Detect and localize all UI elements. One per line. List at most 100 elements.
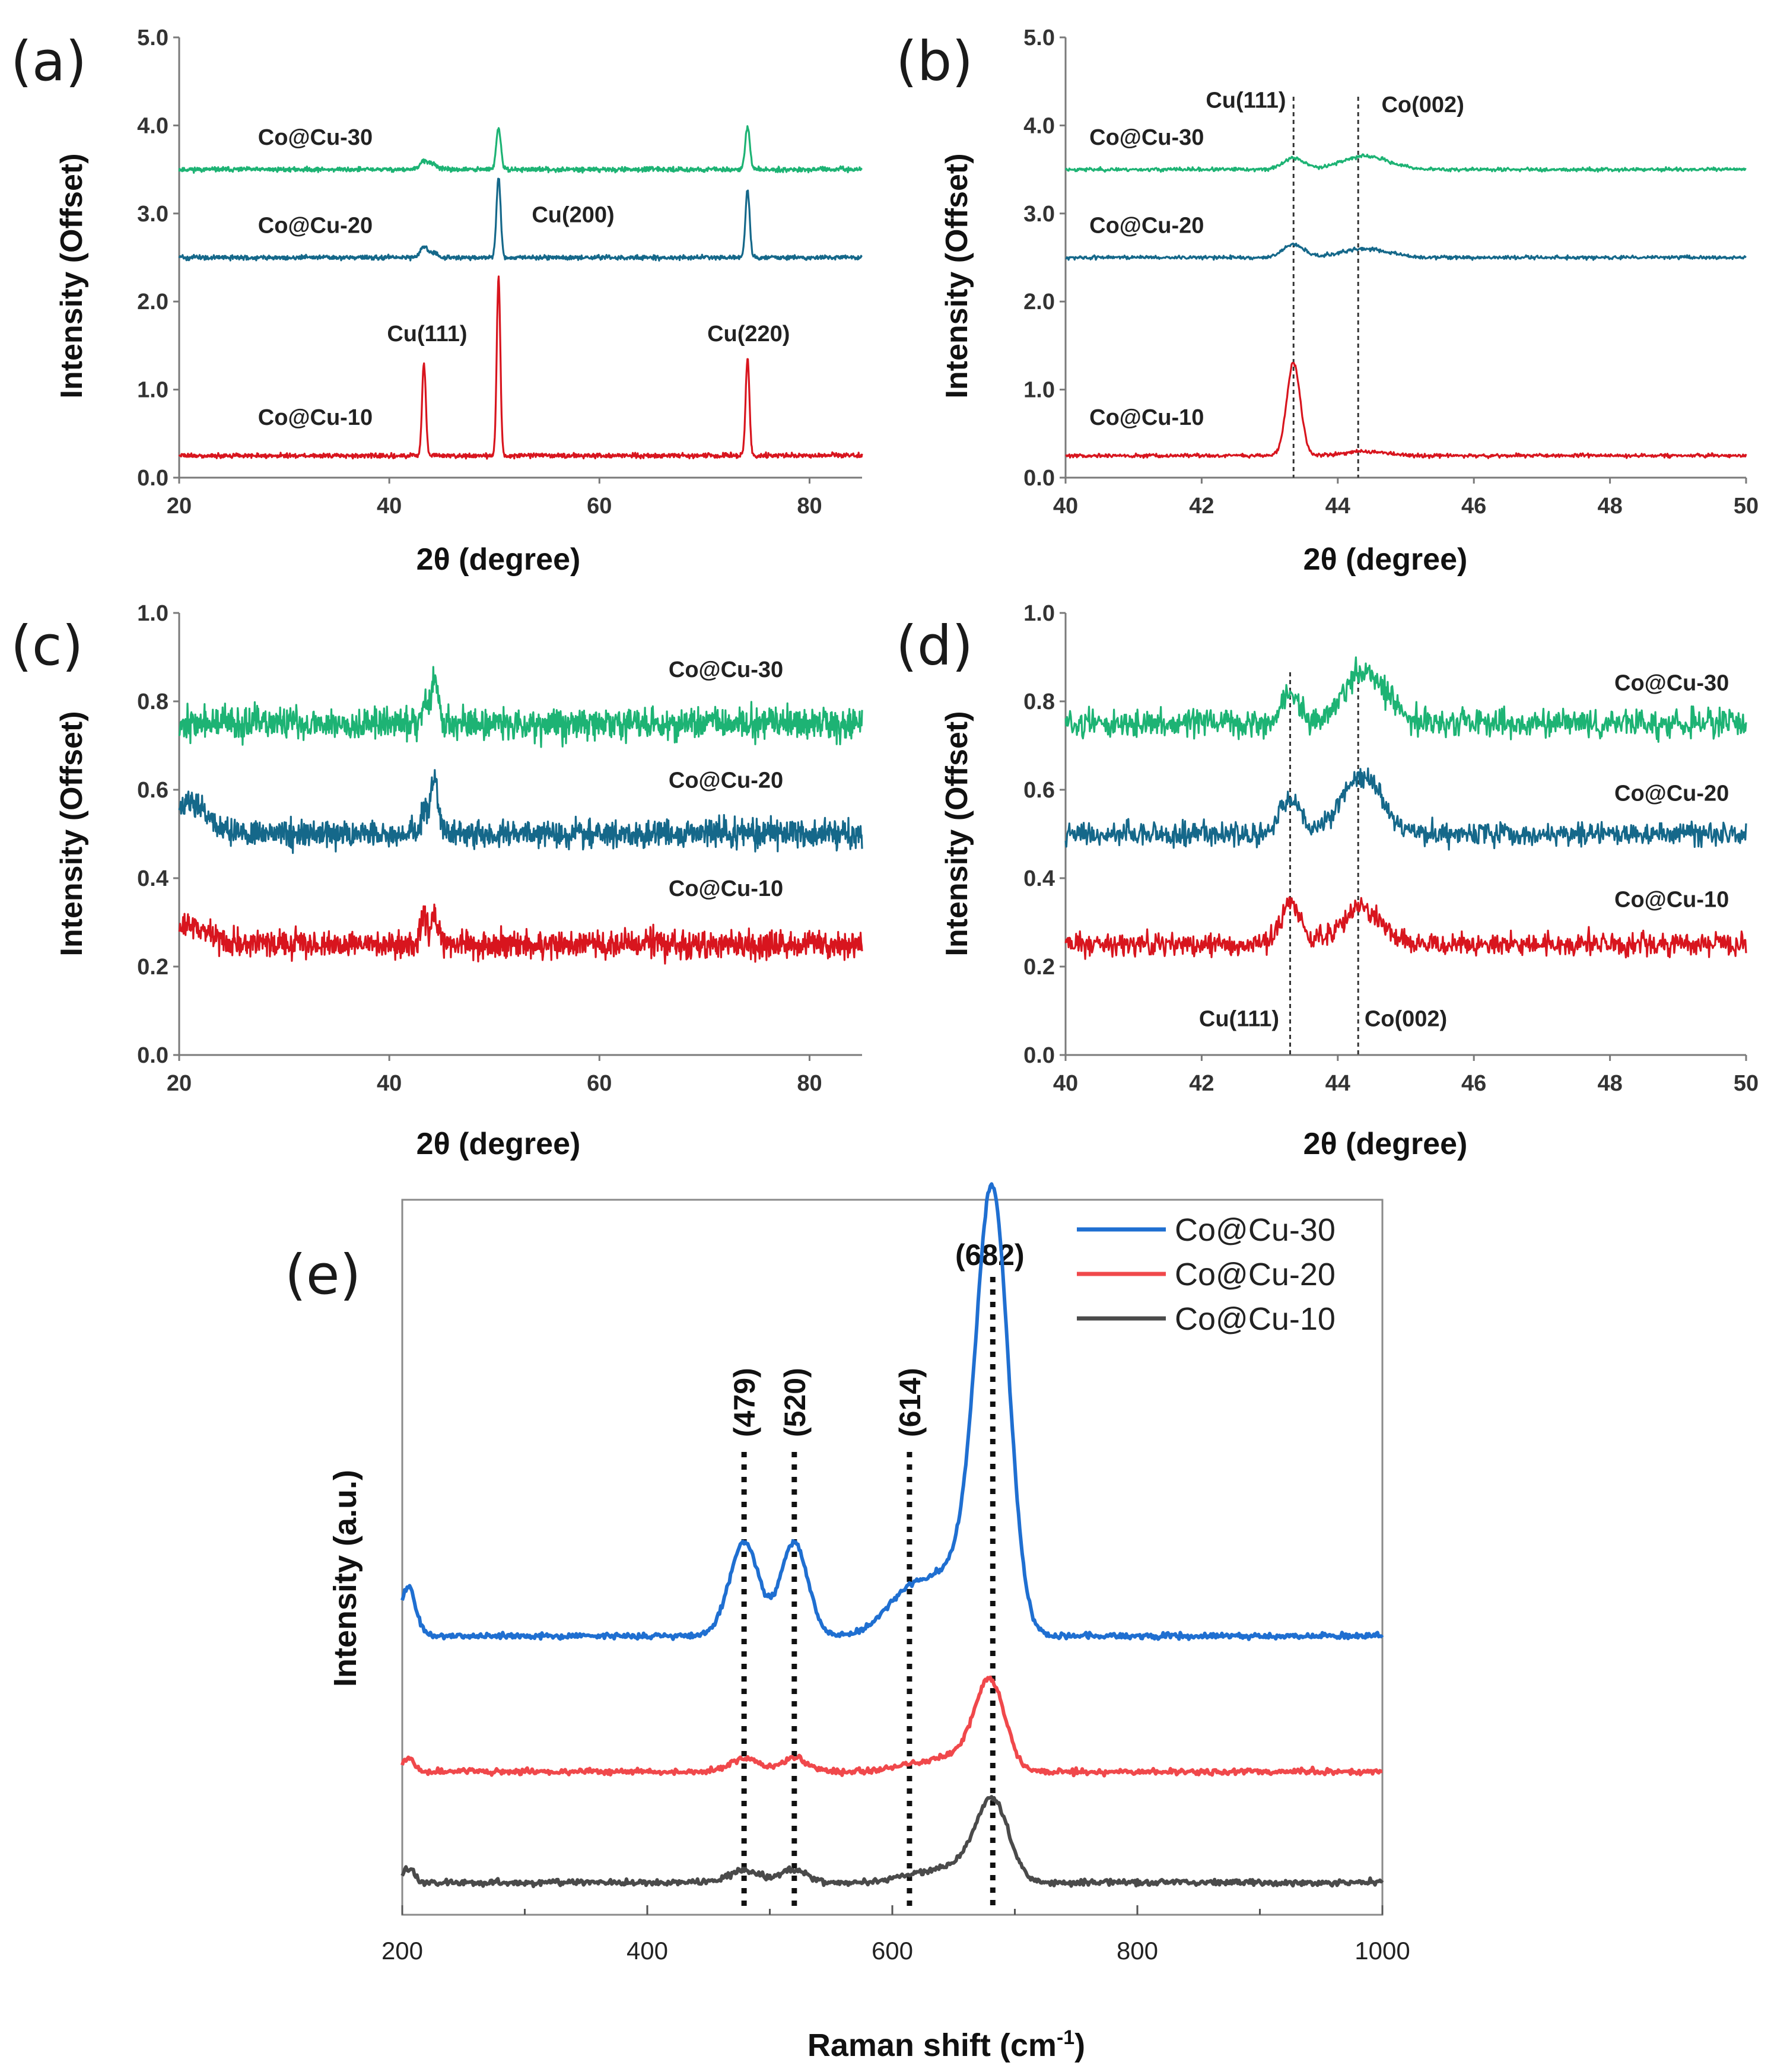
legend-label: Co@Cu-10 bbox=[1175, 1301, 1336, 1337]
series-label: Co@Cu-10 bbox=[1614, 887, 1729, 912]
series-line-co-at-cu-20 bbox=[1065, 242, 1747, 261]
x-tick-label: 600 bbox=[872, 1937, 913, 1965]
series-label: Co@Cu-20 bbox=[669, 768, 783, 793]
raman-series-co-at-cu-10 bbox=[400, 1795, 1384, 1889]
y-tick-label: 0.2 bbox=[137, 955, 168, 980]
y-tick-label: 1.0 bbox=[1023, 601, 1055, 626]
raman-series-co-at-cu-20 bbox=[400, 1675, 1383, 1778]
series-line-co-at-cu-20 bbox=[178, 769, 863, 854]
series-label: Co@Cu-20 bbox=[1089, 213, 1204, 238]
peak-annotation: Cu(200) bbox=[532, 203, 614, 228]
series-line-co-at-cu-20 bbox=[178, 177, 863, 262]
panel-c-xlabel: 2θ (degree) bbox=[416, 1127, 581, 1161]
y-tick-label: 2.0 bbox=[1023, 290, 1055, 314]
panel-c: (c) 2θ (degree) Intensity (Offset) 0.0 0.… bbox=[11, 601, 863, 1161]
y-tick-label: 5.0 bbox=[1023, 26, 1055, 50]
panel-a-xlabel: 2θ (degree) bbox=[416, 542, 581, 577]
panel-a: (a) 2θ (degree) Intensity (Offset) 0.0 1.… bbox=[11, 26, 863, 577]
peak-annotation: Cu(111) bbox=[1199, 1007, 1279, 1032]
x-tick-label: 20 bbox=[167, 1071, 192, 1096]
series-label: Co@Cu-30 bbox=[258, 125, 373, 150]
panel-e-xlabel-sup: -1 bbox=[1057, 2026, 1074, 2049]
panel-e-xlabel-end: ) bbox=[1074, 2027, 1085, 2063]
panel-b-xlabel: 2θ (degree) bbox=[1303, 542, 1468, 577]
x-tick-label: 60 bbox=[587, 494, 612, 519]
panel-c-letter: (c) bbox=[11, 614, 83, 678]
x-tick-label: 46 bbox=[1461, 1071, 1486, 1096]
y-tick-label: 0.6 bbox=[1023, 778, 1055, 803]
panel-b: (b) 2θ (degree) Intensity (Offset) 0.0 1.… bbox=[896, 26, 1759, 577]
panel-a-letter: (a) bbox=[11, 30, 87, 93]
x-tick-label: 80 bbox=[797, 494, 822, 519]
y-tick-label: 4.0 bbox=[137, 113, 168, 138]
panel-a-ylabel: Intensity (Offset) bbox=[55, 153, 89, 398]
panel-e-xlabel-main: Raman shift (cm bbox=[807, 2027, 1057, 2063]
panel-e-letter: (e) bbox=[285, 1243, 361, 1307]
x-tick-label: 40 bbox=[377, 1071, 402, 1096]
panel-e: (e) Raman shift (cm-1) Intensity (a.u.) … bbox=[285, 1182, 1410, 2063]
y-tick-label: 2.0 bbox=[137, 290, 168, 314]
peak-annotation: Co(002) bbox=[1365, 1007, 1447, 1032]
peak-label: (479) bbox=[728, 1368, 761, 1437]
series-label: Co@Cu-10 bbox=[669, 876, 783, 901]
x-tick-label: 200 bbox=[381, 1937, 423, 1965]
panel-d: (d) 2θ (degree) Intensity (Offset) 0.0 0.… bbox=[896, 601, 1759, 1161]
series-label: Co@Cu-30 bbox=[1614, 670, 1729, 695]
x-tick-label: 40 bbox=[1053, 1071, 1078, 1096]
series-line-co-at-cu-20 bbox=[1064, 767, 1747, 851]
panel-c-ylabel: Intensity (Offset) bbox=[55, 711, 89, 956]
y-tick-label: 0.6 bbox=[137, 778, 168, 803]
series-line-co-at-cu-30 bbox=[1064, 153, 1747, 173]
y-tick-label: 0.8 bbox=[137, 689, 168, 714]
panel-d-letter: (d) bbox=[896, 614, 973, 678]
peak-label: (520) bbox=[778, 1368, 812, 1437]
x-tick-label: 50 bbox=[1734, 494, 1759, 519]
series-label: Co@Cu-20 bbox=[258, 213, 373, 238]
x-tick-label: 44 bbox=[1325, 494, 1350, 519]
peak-annotation: Co(002) bbox=[1381, 93, 1464, 117]
y-tick-label: 0.0 bbox=[1023, 466, 1055, 491]
series-label: Co@Cu-20 bbox=[1614, 781, 1729, 806]
series-label: Co@Cu-30 bbox=[1089, 125, 1204, 150]
series-label: Co@Cu-30 bbox=[669, 657, 783, 682]
peak-annotation: Cu(111) bbox=[387, 322, 467, 347]
y-tick-label: 3.0 bbox=[1023, 202, 1055, 227]
panel-e-xlabel: Raman shift (cm-1) bbox=[807, 2026, 1085, 2063]
peak-annotation: Cu(111) bbox=[1206, 88, 1286, 113]
y-tick-label: 3.0 bbox=[137, 202, 168, 227]
legend-label: Co@Cu-20 bbox=[1175, 1257, 1336, 1292]
y-tick-label: 5.0 bbox=[137, 26, 168, 50]
panel-d-ylabel: Intensity (Offset) bbox=[940, 711, 974, 956]
series-label: Co@Cu-10 bbox=[1089, 405, 1204, 430]
raman-series-co-at-cu-30 bbox=[400, 1182, 1384, 1641]
x-tick-label: 46 bbox=[1461, 494, 1486, 519]
panel-d-xlabel: 2θ (degree) bbox=[1303, 1127, 1468, 1161]
y-tick-label: 0.0 bbox=[137, 466, 168, 491]
x-tick-label: 50 bbox=[1734, 1071, 1759, 1096]
series-line-co-at-cu-10 bbox=[1064, 896, 1747, 960]
series-line-co-at-cu-10 bbox=[1065, 362, 1747, 459]
x-tick-label: 60 bbox=[587, 1071, 612, 1096]
series-label: Co@Cu-10 bbox=[258, 405, 373, 430]
y-tick-label: 0.0 bbox=[137, 1043, 168, 1068]
panel-b-letter: (b) bbox=[896, 30, 973, 93]
y-tick-label: 0.4 bbox=[1023, 866, 1055, 891]
y-tick-label: 1.0 bbox=[137, 378, 168, 403]
y-tick-label: 0.2 bbox=[1023, 955, 1055, 980]
peak-label: (682) bbox=[955, 1238, 1025, 1272]
y-tick-label: 1.0 bbox=[137, 601, 168, 626]
peak-label: (614) bbox=[894, 1368, 927, 1437]
series-line-co-at-cu-30 bbox=[178, 125, 863, 174]
x-tick-label: 800 bbox=[1117, 1937, 1158, 1965]
x-tick-label: 42 bbox=[1189, 494, 1214, 519]
x-tick-label: 40 bbox=[377, 494, 402, 519]
panel-b-ylabel: Intensity (Offset) bbox=[940, 153, 974, 398]
y-tick-label: 4.0 bbox=[1023, 113, 1055, 138]
x-tick-label: 20 bbox=[167, 494, 192, 519]
y-tick-label: 0.0 bbox=[1023, 1043, 1055, 1068]
x-tick-label: 44 bbox=[1325, 1071, 1350, 1096]
y-tick-label: 1.0 bbox=[1023, 378, 1055, 403]
series-line-co-at-cu-10 bbox=[178, 903, 863, 965]
x-tick-label: 80 bbox=[797, 1071, 822, 1096]
